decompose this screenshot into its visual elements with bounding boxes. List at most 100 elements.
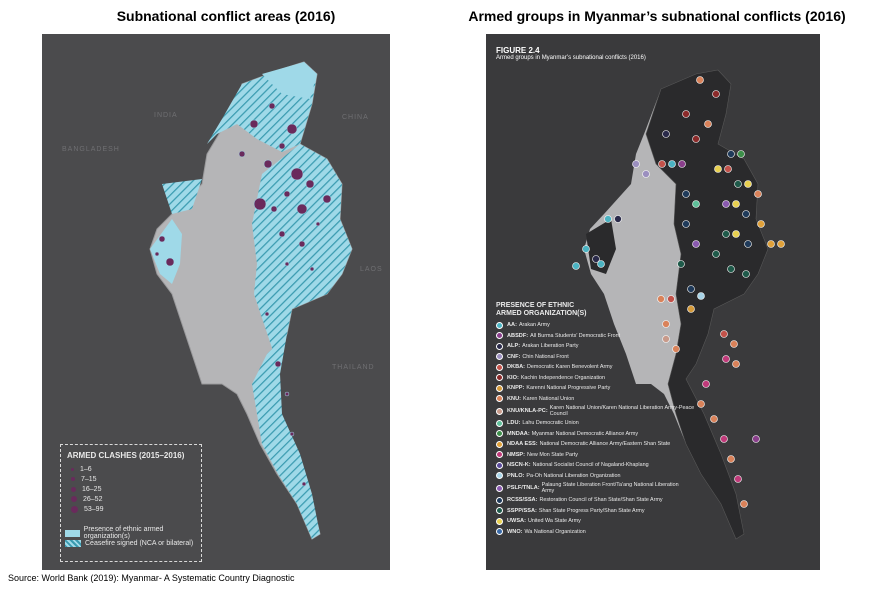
group-name: New Mon State Party — [527, 451, 578, 458]
clash-dot-icon — [71, 477, 75, 481]
clash-dot-icon — [71, 467, 74, 471]
ceasefire-swatch — [65, 539, 81, 547]
legend-area-row: Presence of ethnic armed organization(s) — [65, 526, 201, 540]
group-name: Karen National Union/Karen National Libe… — [549, 405, 695, 417]
legend-group-row: PSLF/TNLA: Palaung State Liberation Front… — [496, 481, 700, 495]
legend-group-row: DKBA: Democratic Karen Benevolent Army — [496, 362, 700, 373]
country-label-india: INDIA — [154, 112, 178, 119]
group-abbr: KIO: — [507, 374, 519, 381]
legend-group-row: NSCN-K: National Socialist Council of Nag… — [496, 460, 700, 471]
group-color-icon — [496, 332, 503, 340]
legend-area-row: Ceasefire signed (NCA or bilateral) — [65, 538, 201, 548]
group-abbr: SSPP/SSA: — [507, 507, 537, 514]
legend-range-row: 7–15 — [71, 474, 201, 484]
legend-group-row: KNU: Karen National Union — [496, 394, 700, 405]
group-color-icon — [496, 517, 503, 525]
legend-title-2: ARMED ORGANIZATION(S) — [496, 310, 587, 317]
group-name: Myanmar National Democratic Alliance Arm… — [531, 430, 639, 437]
group-name: All Burma Students’ Democratic Front — [530, 332, 621, 339]
group-color-icon — [496, 440, 503, 448]
legend-range-row: 53–99 — [71, 504, 201, 514]
legend-group-row: PNLO: Pa-Oh National Liberation Organizat… — [496, 471, 700, 482]
southeast-ceasefire-area — [252, 334, 320, 539]
group-color-icon — [496, 419, 503, 427]
conflict-areas-map: INDIA CHINA BANGLADESH LAOS THAILAND ARM… — [42, 34, 390, 570]
legend-group-row: KNPP: Karenni National Progressive Party — [496, 383, 700, 394]
group-name: Arakan Army — [518, 322, 550, 329]
group-color-icon — [496, 407, 503, 415]
clash-dot-icon — [71, 496, 77, 502]
country-label-thailand: THAILAND — [332, 364, 375, 371]
legend-range-row: 26–52 — [71, 494, 201, 504]
country-label-laos: LAOS — [360, 266, 383, 273]
armed-groups-map-svg — [572, 69, 785, 540]
group-name: National Democratic Alliance Army/Easter… — [539, 441, 671, 448]
ethnic-area-swatch — [65, 529, 80, 537]
group-name: Pa-Oh National Liberation Organization — [526, 472, 621, 479]
group-abbr: RCSS/SSA: — [507, 497, 538, 504]
group-abbr: KNPP: — [507, 385, 525, 392]
group-name: United Wa State Army — [527, 518, 581, 525]
group-name: Karenni National Progressive Party — [526, 385, 611, 392]
legend-group-row: ABSDF: All Burma Students’ Democratic Fro… — [496, 331, 700, 342]
group-color-icon — [496, 451, 503, 459]
legend-group-row: NMSP: New Mon State Party — [496, 450, 700, 461]
group-abbr: PSLF/TNLA: — [507, 485, 540, 491]
group-abbr: AA: — [507, 322, 517, 329]
group-abbr: PNLO: — [507, 472, 525, 479]
armed-clashes-legend: ARMED CLASHES (2015–2016) 1–6 7–15 16–25… — [60, 444, 202, 562]
group-abbr: UWSA: — [507, 518, 526, 525]
legend-group-row: AA: Arakan Army — [496, 320, 700, 331]
group-abbr: MNDAA: — [507, 430, 530, 437]
legend-group-row: UWSA: United Wa State Army — [496, 516, 700, 527]
armed-clash-markers — [154, 102, 332, 487]
country-label-bangladesh: BANGLADESH — [62, 146, 120, 153]
conflict-map-svg — [149, 61, 353, 540]
group-color-icon — [496, 507, 503, 515]
group-color-icon — [496, 374, 503, 382]
group-color-icon — [496, 430, 503, 438]
legend-group-row: MNDAA: Myanmar National Democratic Allian… — [496, 429, 700, 440]
group-abbr: WNO: — [507, 528, 523, 535]
legend-group-row: RCSS/SSA: Restoration Council of Shan Sta… — [496, 495, 700, 506]
group-name: Restoration Council of Shan State/Shan S… — [539, 497, 663, 504]
legend-group-row: SSPP/SSA: Shan State Progress Party/Shan … — [496, 506, 700, 517]
group-name: Wa National Organization — [524, 528, 586, 535]
legend-title: ARMED CLASHES (2015–2016) — [67, 451, 185, 460]
figure-header: FIGURE 2.4 Armed groups in Myanmar’s sub… — [496, 46, 646, 61]
group-abbr: NMSP: — [507, 451, 526, 458]
group-color-icon — [496, 321, 503, 329]
armed-group-markers — [572, 76, 785, 508]
group-name: Lahu Democratic Union — [522, 420, 579, 427]
group-name: Palaung State Liberation Front/Ta’ang Na… — [541, 482, 679, 494]
armed-group-list: AA: Arakan Army ABSDF: All Burma Students’ … — [496, 320, 700, 537]
armed-groups-map: FIGURE 2.4 Armed groups in Myanmar’s sub… — [486, 34, 820, 570]
group-color-icon — [496, 395, 503, 403]
legend-group-row: NDAA ESS: National Democratic Alliance Ar… — [496, 439, 700, 450]
group-name: Chin National Front — [522, 353, 569, 360]
group-abbr: CNF: — [507, 353, 521, 360]
figure-caption: Armed groups in Myanmar’s subnational co… — [496, 55, 646, 61]
group-abbr: ABSDF: — [507, 332, 529, 339]
group-name: Kachin Independence Organization — [520, 374, 606, 381]
group-name: National Socialist Council of Nagaland-K… — [532, 462, 649, 469]
group-name: Arakan Liberation Party — [522, 343, 579, 350]
legend-group-row: ALP: Arakan Liberation Party — [496, 341, 700, 352]
group-abbr: KNU/KNLA-PC: — [507, 408, 548, 414]
legend-group-row: KIO: Kachin Independence Organization — [496, 373, 700, 384]
group-color-icon — [496, 342, 503, 350]
group-name: Karen National Union — [522, 395, 575, 402]
legend-range-row: 16–25 — [71, 484, 201, 494]
legend-range-row: 1–6 — [71, 464, 201, 474]
legend-group-row: WNO: Wa National Organization — [496, 527, 700, 538]
clash-dot-icon — [71, 505, 78, 513]
group-color-icon — [496, 472, 503, 480]
legend-group-row: CNF: Chin National Front — [496, 352, 700, 363]
group-abbr: NSCN-K: — [507, 462, 531, 469]
group-name: Democratic Karen Benevolent Army — [527, 364, 613, 371]
legend-group-row: LDU: Lahu Democratic Union — [496, 418, 700, 429]
group-abbr: KNU: — [507, 395, 521, 402]
legend-title-1: PRESENCE OF ETHNIC — [496, 302, 575, 309]
armed-groups-legend: PRESENCE OF ETHNIC ARMED ORGANIZATION(S)… — [496, 302, 700, 537]
source-note: Source: World Bank (2019): Myanmar- A Sy… — [8, 573, 295, 583]
